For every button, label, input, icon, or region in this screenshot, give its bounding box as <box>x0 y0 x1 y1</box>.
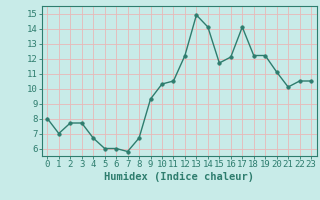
X-axis label: Humidex (Indice chaleur): Humidex (Indice chaleur) <box>104 172 254 182</box>
